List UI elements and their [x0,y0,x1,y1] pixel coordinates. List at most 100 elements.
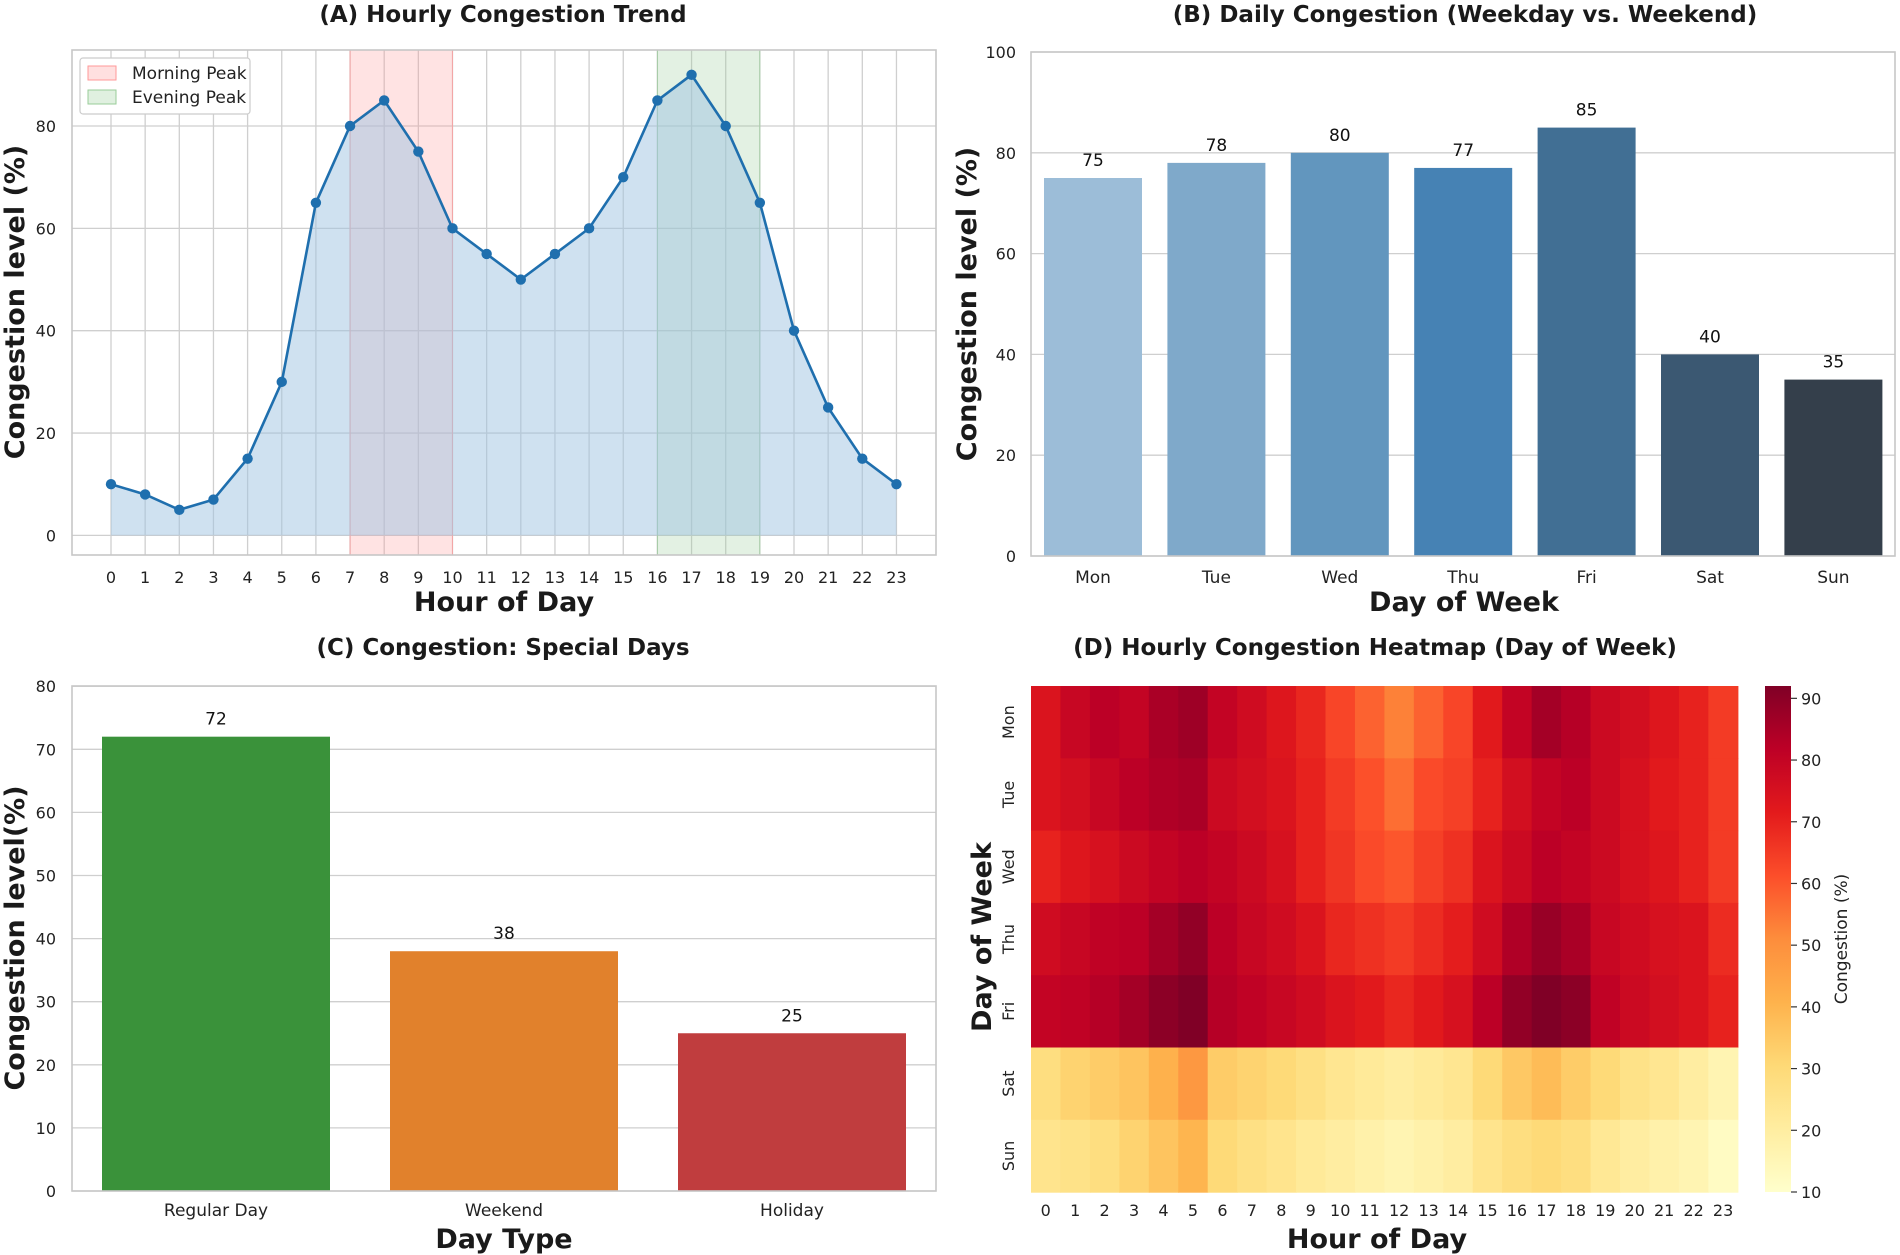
heatmap-xtick: 5 [1188,1201,1198,1220]
heatmap-cell [1708,758,1739,832]
legend-swatch-morning [87,65,117,81]
heatmap-cell [1178,975,1209,1049]
heatmap-cell [1472,1047,1503,1121]
panel-a-point [652,95,663,106]
heatmap-cell [1561,902,1592,976]
heatmap-cell [1266,1119,1297,1193]
heatmap-cell [1590,1047,1621,1121]
heatmap-cell [1678,686,1709,759]
panel-b-xtick: Sun [1817,568,1849,588]
heatmap-xtick: 2 [1100,1201,1110,1220]
panel-c-ytick: 0 [46,1182,56,1201]
heatmap-ytick: Fri [999,1002,1018,1021]
heatmap-cell [1325,686,1356,759]
legend-swatch-evening [87,89,117,105]
heatmap-cell [1031,830,1062,904]
colorbar-label: Congestion (%) [1832,874,1852,1005]
heatmap-cell [1649,686,1680,759]
heatmap-cell [1708,1047,1739,1121]
panel-c-xtick: Holiday [760,1201,824,1221]
heatmap-cell [1561,1119,1592,1193]
heatmap-cell [1708,975,1739,1049]
heatmap-cell [1502,1119,1533,1193]
heatmap-ytick: Wed [999,849,1018,884]
panel-b-bar [1290,152,1389,557]
heatmap-cell [1178,1119,1209,1193]
heatmap-ytick: Mon [999,705,1018,739]
heatmap-cell [1148,975,1179,1049]
heatmap-cell [1413,830,1444,904]
heatmap-cell [1649,1047,1680,1121]
panel-c-frame [71,685,937,1192]
heatmap-xtick: 8 [1276,1201,1286,1220]
heatmap-cell [1089,758,1120,832]
heatmap-cell [1472,686,1503,759]
panel-a-xtick: 13 [545,568,565,587]
panel-a-point [344,120,356,132]
heatmap-cell [1531,1119,1562,1193]
heatmap-xtick: 19 [1595,1201,1615,1220]
heatmap-cell [1207,1047,1238,1121]
heatmap-cell [1384,758,1415,832]
heatmap-cell [1119,758,1150,832]
heatmap-cell [1531,758,1562,832]
heatmap-cell [1296,1047,1327,1121]
panel-c-bar-label: 38 [493,924,515,944]
legend-label-evening: Evening Peak [132,88,246,108]
heatmap-cell [1089,975,1120,1049]
panel-a-xtick: 1 [140,568,150,587]
heatmap-cell [1325,902,1356,976]
heatmap-cell [1472,975,1503,1049]
heatmap-cell [1678,758,1709,832]
heatmap-xtick: 3 [1129,1201,1139,1220]
panel-c-ytick: 40 [36,930,56,949]
heatmap-cell [1325,1119,1356,1193]
heatmap-xtick: 18 [1566,1201,1586,1220]
panel-b-xtick: Mon [1075,568,1111,588]
colorbar-tick-label: 60 [1801,874,1821,893]
heatmap-cell [1207,902,1238,976]
heatmap-cell [1472,830,1503,904]
heatmap-cell [1590,902,1621,976]
heatmap-cell [1119,1119,1150,1193]
heatmap-cell [1443,902,1474,976]
colorbar-tick-label: 40 [1801,998,1821,1017]
heatmap-cell [1531,1047,1562,1121]
heatmap-cell [1207,758,1238,832]
heatmap-cell [1060,902,1091,976]
heatmap-cell [1561,686,1592,759]
heatmap-cell [1060,686,1091,759]
panel-a-point [208,494,219,505]
panel-b-bar-label: 77 [1452,141,1474,161]
panel-a-point [481,248,492,260]
panel-c-xtick: Weekend [465,1201,543,1221]
heatmap-cell [1384,1119,1415,1193]
heatmap-cell [1178,830,1209,904]
panel-c-ytick: 10 [36,1119,56,1138]
heatmap-cell [1119,686,1150,759]
heatmap-cell [1678,830,1709,904]
panel-a-xlabel: Hour of Day [414,587,595,618]
panel-a-xtick: 20 [784,568,804,587]
panel-a-point [276,376,287,388]
panel-c-bar [390,951,618,1191]
heatmap-cell [1089,902,1120,976]
heatmap-cell [1178,758,1209,832]
heatmap-cell [1296,902,1327,976]
heatmap-cell [1620,1047,1651,1121]
heatmap-cell [1590,758,1621,832]
panel-c-ticks: 0 10 20 30 40 50 60 70 80 Regular Day Weekend Holid… [36,677,824,1221]
heatmap-cell [1708,902,1739,976]
heatmap-cell [1178,902,1209,976]
heatmap-cell [1384,686,1415,759]
panel-b-ytick: 40 [996,345,1016,364]
heatmap-cell [1678,902,1709,976]
heatmap-cell [1649,902,1680,976]
heatmap-cell [1031,686,1062,759]
panel-b-ytick: 20 [996,446,1016,465]
heatmap-cell [1237,902,1268,976]
heatmap-cell [1060,830,1091,904]
heatmap-cell [1296,686,1327,759]
legend-label-morning: Morning Peak [132,64,247,84]
